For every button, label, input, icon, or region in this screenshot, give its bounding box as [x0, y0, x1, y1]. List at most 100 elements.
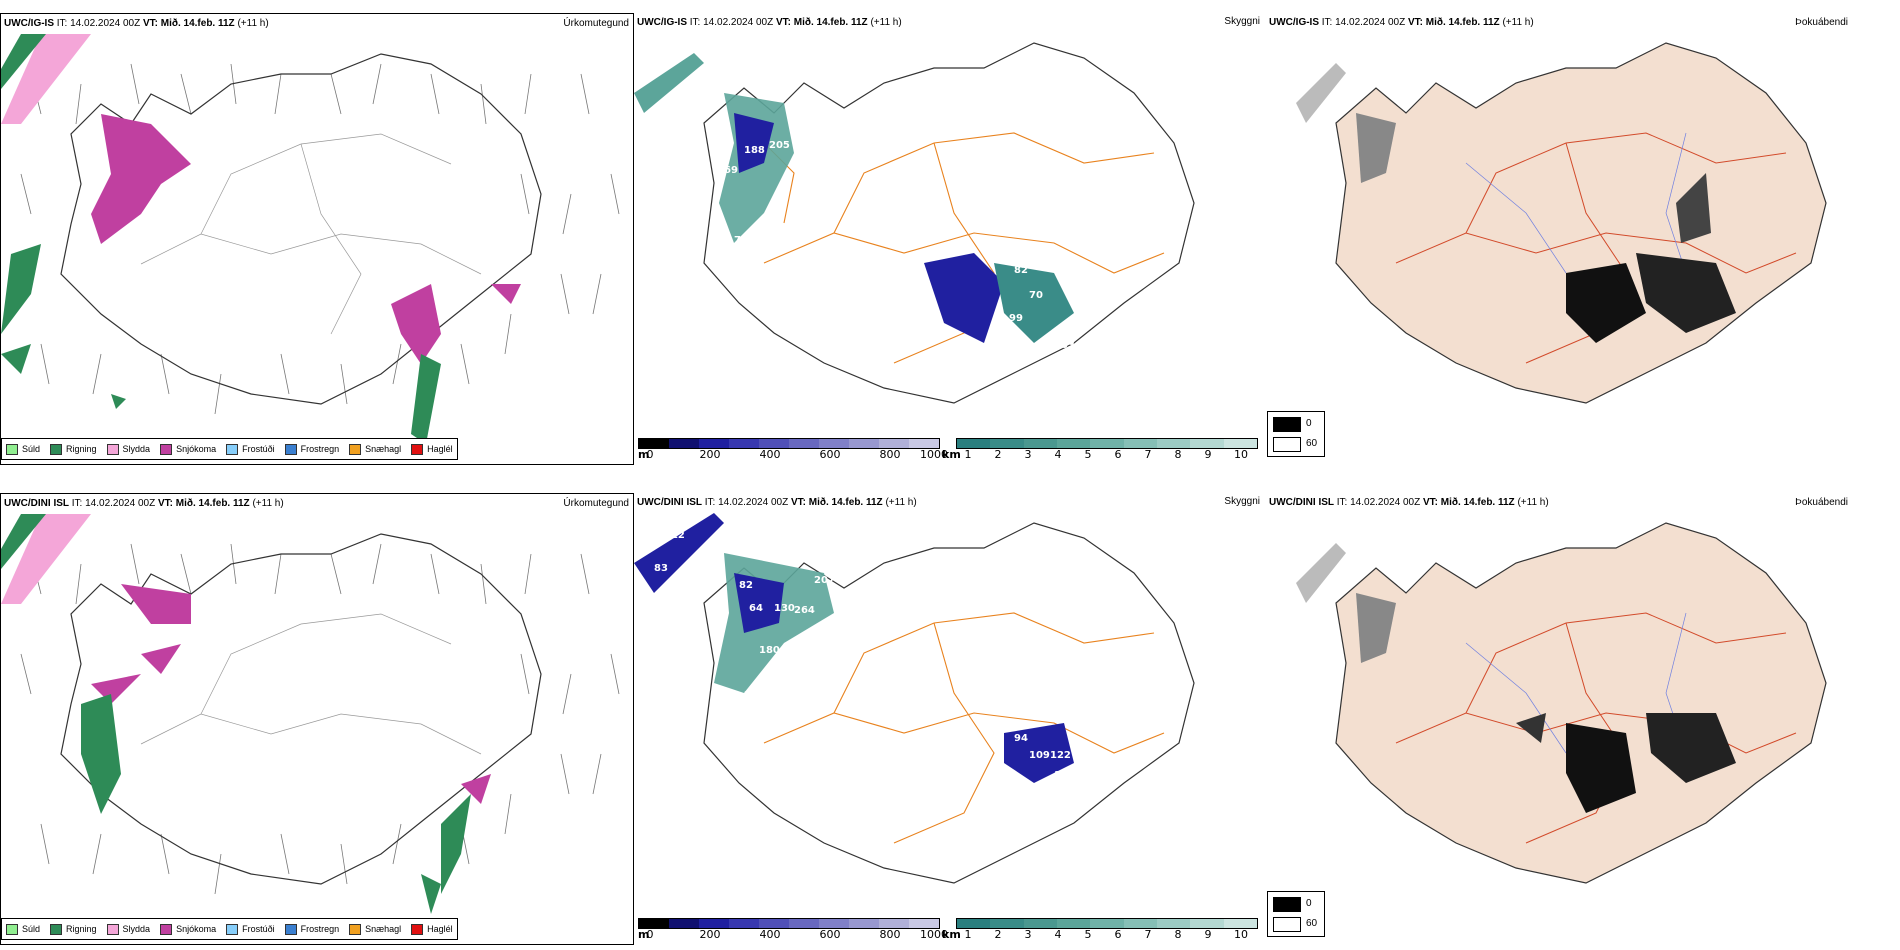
precip-snow [91, 114, 521, 364]
panel-header: UWC/DINI ISL IT: 14.02.2024 00Z VT: Mið.… [637, 497, 917, 508]
precip-rain [1, 244, 441, 444]
panel-title: Skyggni [1224, 496, 1260, 507]
precip-type-map [1, 34, 620, 444]
panel-title: Úrkomutegund [563, 18, 629, 29]
legend-item: Rigning [50, 923, 97, 935]
colorbar-segment [699, 439, 729, 448]
colorbar-segment [879, 919, 909, 928]
vis-label: 188 [744, 145, 765, 156]
colorbar-segment [669, 919, 699, 928]
colorbar-segment [849, 919, 879, 928]
precip-type-legend: Súld Rigning Slydda Snjókoma Frostúði Fr… [1, 918, 458, 940]
vis-label: 16 [1054, 770, 1068, 781]
vis-label: 122 [1050, 750, 1071, 761]
colorbar-segment [669, 439, 699, 448]
colorbar-segment [789, 439, 819, 448]
roads [140, 133, 482, 335]
iceland-fill [1335, 42, 1827, 404]
iceland-outline [60, 533, 542, 885]
vis-label: 70 [1029, 290, 1043, 301]
visibility-value-labels: 86 82 70 97 99 103 188 205 69 58 72 45 [714, 85, 1088, 351]
legend-item: Haglél [411, 923, 453, 935]
legend-item: Haglél [411, 443, 453, 455]
panel-title: Þokuábendi [1795, 497, 1848, 508]
colorbar-segment [639, 439, 669, 448]
vis-label: 207 [814, 575, 835, 586]
legend-item: Frostregn [284, 923, 339, 935]
roads [140, 613, 482, 755]
colorbar-segment [699, 919, 729, 928]
legend-item: Snæhagl [349, 923, 401, 935]
fog-areas [1296, 543, 1736, 813]
legend-item: Slydda [106, 443, 150, 455]
legend-item: Frostregn [284, 443, 339, 455]
colorbar-segment [1123, 919, 1157, 928]
visibility-km-colorbar: 1 2 3 4 5 6 7 8 9 10 km [942, 918, 1258, 941]
visibility-panel-bottom: UWC/DINI ISL IT: 14.02.2024 00Z VT: Mið.… [634, 493, 1266, 945]
fog-areas [1296, 63, 1736, 343]
wind-barbs [20, 543, 620, 895]
vis-label: 72 [734, 235, 748, 246]
colorbar-segment [819, 919, 849, 928]
iceland-fill [1335, 522, 1827, 884]
vis-label: 58 [714, 245, 728, 256]
colorbar-segment [1023, 439, 1057, 448]
legend-item: Súld [6, 443, 40, 455]
fog-panel-top: UWC/IG-IS IT: 14.02.2024 00Z VT: Mið. 14… [1266, 13, 1900, 465]
colorbar-segment [1090, 439, 1124, 448]
vis-label: 97 [1074, 300, 1088, 311]
vis-label: 45 [764, 85, 778, 96]
vis-label: 94 [1014, 733, 1028, 744]
precip-rain [81, 694, 471, 914]
panel-header: UWC/IG-IS IT: 14.02.2024 00Z VT: Mið. 14… [1269, 17, 1534, 28]
vis-label: 86 [999, 205, 1013, 216]
colorbar-segment [1156, 439, 1191, 448]
vis-label: 112 [664, 530, 685, 541]
precip-sleet [1, 514, 91, 604]
legend-item: Frostúði [226, 923, 275, 935]
vis-label: 109 [1029, 750, 1050, 761]
colorbar-segment [1090, 919, 1124, 928]
vis-label: 82 [739, 580, 753, 591]
colorbar-segment [789, 919, 819, 928]
vis-label: 103 [1054, 340, 1075, 351]
precip-sleet [1, 34, 91, 124]
vis-label: 99 [1009, 313, 1023, 324]
colorbar-segment [1190, 439, 1224, 448]
vis-label: 130 [774, 603, 795, 614]
panel-header: UWC/DINI ISL IT: 14.02.2024 00Z VT: Mið.… [4, 498, 284, 509]
colorbar-segment [1156, 919, 1191, 928]
fog-panel-bottom: UWC/DINI ISL IT: 14.02.2024 00Z VT: Mið.… [1266, 493, 1900, 945]
iceland-outline [703, 42, 1195, 404]
panel-header: UWC/DINI ISL IT: 14.02.2024 00Z VT: Mið.… [1269, 497, 1549, 508]
visibility-map: 86 82 70 97 99 103 188 205 69 58 72 45 [634, 42, 1195, 404]
visibility-low-areas [634, 53, 1074, 343]
precip-type-panel-top: UWC/IG-IS IT: 14.02.2024 00Z VT: Mið. 14… [0, 13, 634, 465]
visibility-m-colorbar: 0 200 400 600 800 1000 m [638, 918, 948, 941]
colorbar-segment [849, 439, 879, 448]
fog-map [1296, 522, 1827, 884]
colorbar-segment [990, 439, 1024, 448]
panel-header: UWC/IG-IS IT: 14.02.2024 00Z VT: Mið. 14… [4, 18, 269, 29]
precip-type-legend: Súld Rigning Slydda Snjókoma Frostúði Fr… [1, 438, 458, 460]
visibility-km-colorbar: 1 2 3 4 5 6 7 8 9 10 km [942, 438, 1258, 461]
colorbar-segment [729, 439, 759, 448]
visibility-m-colorbar: 0 200 400 600 800 1000 m [638, 438, 948, 461]
legend-item: Frostúði [226, 443, 275, 455]
vis-label: 82 [1014, 265, 1028, 276]
legend-item: Súld [6, 923, 40, 935]
fog-map [1296, 42, 1827, 404]
precip-type-map [1, 514, 620, 914]
vis-label: 180 [759, 645, 780, 656]
vis-label: 264 [794, 605, 815, 616]
colorbar-segment [1056, 919, 1091, 928]
precip-rain-strip [1, 514, 46, 569]
vis-label: 64 [749, 603, 763, 614]
visibility-panel-top: UWC/IG-IS IT: 14.02.2024 00Z VT: Mið. 14… [634, 13, 1266, 465]
roads [763, 612, 1165, 844]
colorbar-segment [819, 439, 849, 448]
legend-item: Snjókoma [160, 923, 216, 935]
fog-legend: 0 60 [1267, 411, 1325, 457]
precip-type-panel-bottom: UWC/DINI ISL IT: 14.02.2024 00Z VT: Mið.… [0, 493, 634, 945]
vis-label: 69 [724, 165, 738, 176]
